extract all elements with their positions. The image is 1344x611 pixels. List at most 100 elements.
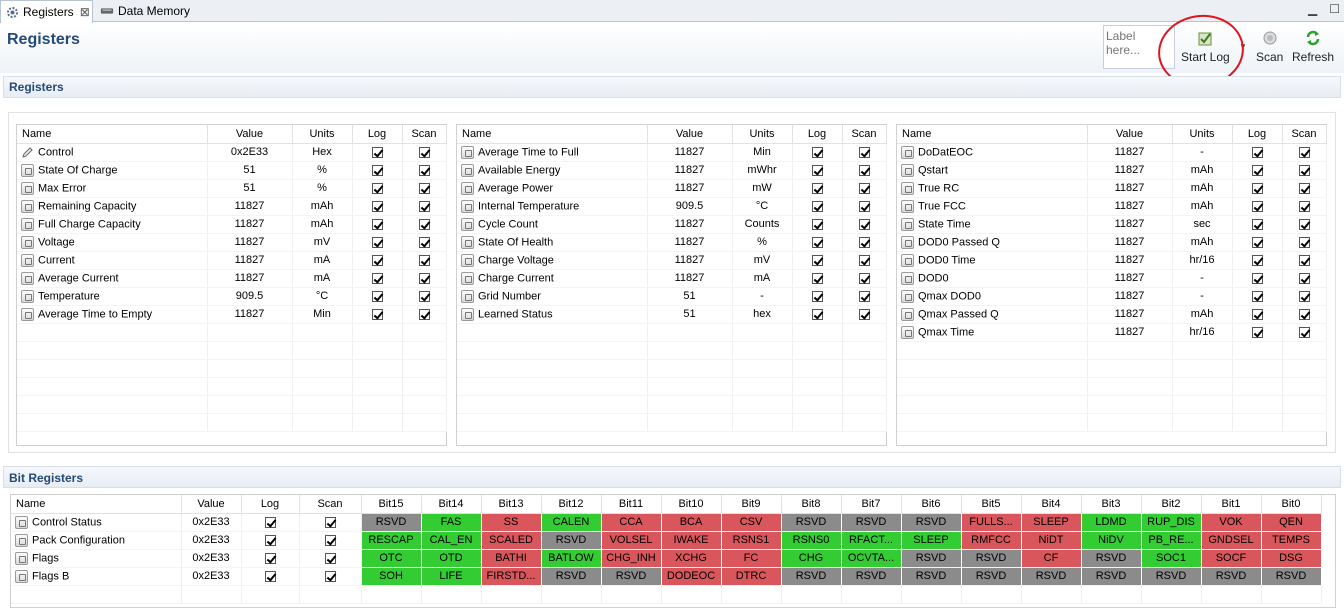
register-value[interactable]: 11827 [207,269,293,288]
bit-cell[interactable]: NiDT [1021,531,1082,550]
scan-checkbox[interactable] [1298,326,1310,338]
bit-cell[interactable]: QEN [1261,513,1322,532]
bit-cell[interactable]: RSVD [841,567,902,586]
bit-cell[interactable]: IWAKE [661,531,722,550]
table-row[interactable]: Full Charge Capacity 11827 mAh [17,215,447,234]
maximize-icon[interactable]: ☐ [1329,2,1340,16]
log-checkbox[interactable] [811,218,823,230]
bit-cell[interactable]: TEMPS [1261,531,1322,550]
table-row[interactable]: State Of Health 11827% [457,233,887,252]
column-header-log[interactable]: Log [792,125,843,144]
bit-cell[interactable]: RSVD [541,531,602,550]
column-header-bit[interactable]: Bit11 [601,495,662,514]
scan-checkbox[interactable] [418,146,430,158]
column-header-bit[interactable]: Bit14 [421,495,482,514]
register-value[interactable]: 11827 [1087,143,1173,162]
scan-checkbox[interactable] [1298,308,1310,320]
table-row[interactable]: Qstart 11827 mAh [897,161,1327,180]
table-row[interactable]: Current 11827 mA [17,251,447,270]
table-row[interactable]: Qmax DOD0 11827- [897,287,1327,306]
table-row[interactable]: DoDatEOC 11827- [897,143,1327,162]
log-checkbox[interactable] [1251,308,1263,320]
bit-cell[interactable]: XCHG [661,549,722,568]
log-checkbox[interactable] [371,236,383,248]
column-header-bit[interactable]: Bit13 [481,495,542,514]
bit-cell[interactable]: SLEEP [901,531,962,550]
column-header-name[interactable]: Name [457,125,648,144]
register-value[interactable]: 11827 [1087,323,1173,342]
table-row[interactable]: Average Time to Empty 11827 Min [17,305,447,324]
bit-cell[interactable]: RSVD [841,513,902,532]
register-value[interactable]: 11827 [1087,161,1173,180]
scan-checkbox[interactable] [858,308,870,320]
column-header-scan[interactable]: Scan [299,495,362,514]
bit-cell[interactable]: LIFE [421,567,482,586]
column-header-bit[interactable]: Bit0 [1261,495,1322,514]
table-row[interactable]: Average Current 11827 mA [17,269,447,288]
table-row[interactable]: Average Time to Full 11827 Min [457,143,887,162]
bit-cell[interactable]: SCALED [481,531,542,550]
register-value[interactable]: 11827 [207,305,293,324]
column-header-units[interactable]: Units [1172,125,1233,144]
bit-cell[interactable]: CAL_EN [421,531,482,550]
label-input[interactable] [1103,25,1175,69]
register-value[interactable]: 11827 [647,251,733,270]
register-value[interactable]: 11827 [1087,287,1173,306]
log-checkbox[interactable] [371,308,383,320]
tab-registers[interactable]: Registers ⊠ [0,0,93,23]
bit-cell[interactable]: RSVD [901,513,962,532]
register-value[interactable]: 11827 [647,233,733,252]
bit-cell[interactable]: RUP_DIS [1141,513,1202,532]
bit-cell[interactable]: RSNS0 [781,531,842,550]
log-checkbox[interactable] [1251,236,1263,248]
bit-cell[interactable]: RSVD [361,513,422,532]
bit-cell[interactable]: RESCAP [361,531,422,550]
bit-cell[interactable]: DODEOC [661,567,722,586]
column-header-bit[interactable]: Bit3 [1081,495,1142,514]
scan-checkbox[interactable] [418,290,430,302]
column-header-value[interactable]: Value [207,125,293,144]
register-value[interactable]: 11827 [647,179,733,198]
bit-cell[interactable]: PB_RE... [1141,531,1202,550]
bit-cell[interactable]: FIRSTD... [481,567,542,586]
refresh-button[interactable]: Refresh [1292,29,1334,64]
column-header-scan[interactable]: Scan [1282,125,1327,144]
scan-checkbox[interactable] [418,164,430,176]
bit-cell[interactable]: BATHI [481,549,542,568]
register-value[interactable]: 11827 [1087,233,1173,252]
table-row[interactable]: DOD0 Passed Q 11827 mAh [897,233,1327,252]
start-log-button[interactable]: Start Log [1181,29,1230,64]
log-checkbox[interactable] [811,308,823,320]
bit-cell[interactable]: SLEEP [1021,513,1082,532]
scan-checkbox[interactable] [418,308,430,320]
bit-cell[interactable]: FAS [421,513,482,532]
log-checkbox[interactable] [811,236,823,248]
table-row[interactable]: Control 0x2E33 Hex [17,143,447,162]
log-checkbox[interactable] [811,182,823,194]
bit-cell[interactable]: FULLS... [961,513,1022,532]
register-value[interactable]: 11827 [207,233,293,252]
register-value[interactable]: 11827 [1087,251,1173,270]
bit-cell[interactable]: BCA [661,513,722,532]
bit-cell[interactable]: RSVD [901,549,962,568]
register-value[interactable]: 0x2E33 [207,143,293,162]
tab-data-memory[interactable]: Data Memory [96,0,196,22]
column-header-units[interactable]: Units [732,125,793,144]
table-row[interactable]: Average Power 11827 mW [457,179,887,198]
scan-checkbox[interactable] [324,552,336,564]
bit-cell[interactable]: SOCF [1201,549,1262,568]
bit-cell[interactable]: RSVD [601,567,662,586]
register-value[interactable]: 51 [207,161,293,180]
bit-cell[interactable]: BATLOW [541,549,602,568]
bit-cell[interactable]: RSVD [781,513,842,532]
column-header-bit[interactable]: Bit10 [661,495,722,514]
column-header-units[interactable]: Units [292,125,353,144]
bit-cell[interactable]: RSVD [961,567,1022,586]
register-value[interactable]: 11827 [647,143,733,162]
column-header-bit[interactable]: Bit15 [361,495,422,514]
bit-cell[interactable]: RSVD [1261,567,1322,586]
scan-checkbox[interactable] [1298,218,1310,230]
register-value[interactable]: 11827 [1087,179,1173,198]
scan-checkbox[interactable] [418,200,430,212]
log-checkbox[interactable] [371,254,383,266]
